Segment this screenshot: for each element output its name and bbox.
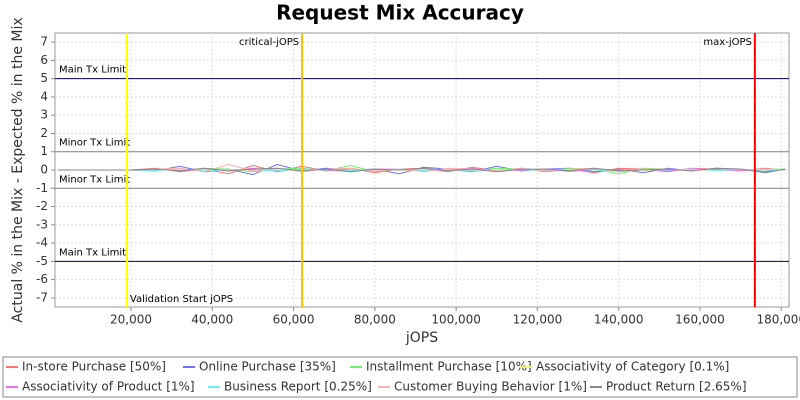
legend [2,356,798,398]
y-tick-label: 3 [40,108,48,122]
y-tick-label: -3 [36,217,48,231]
series-line [57,168,786,172]
legend-label: Customer Buying Behavior [1%] [394,380,587,394]
y-tick-label: 1 [40,144,48,158]
limit-label: Main Tx Limit [59,247,126,258]
limit-label: Minor Tx Limit [59,174,130,185]
y-tick-label: 4 [40,89,48,103]
series-line [57,163,786,176]
marker-label: critical-jOPS [239,37,299,48]
y-axis-title: Actual % in the Mix - Expected % in the … [10,17,26,322]
y-tick-label: 6 [40,53,48,67]
x-tick-label: 60,000 [273,313,315,327]
x-tick-label: 100,000 [431,313,481,327]
y-tick-label: 2 [40,126,48,140]
y-tick-label: -1 [36,181,48,195]
y-tick-label: 5 [40,71,48,85]
x-tick-label: 20,000 [110,313,152,327]
marker-label: Validation Start jOPS [130,294,233,305]
legend-label: Installment Purchase [10%] [366,360,532,374]
x-tick-label: 160,000 [675,313,725,327]
marker-label: max-jOPS [703,37,751,48]
x-axis-title: jOPS [405,330,438,346]
y-tick-label: 0 [40,163,48,177]
y-tick-label: 7 [40,35,48,49]
y-tick-label: -7 [36,290,48,304]
x-tick-label: 120,000 [513,313,563,327]
legend-label: Associativity of Product [1%] [22,380,195,394]
series-line [57,167,786,174]
x-tick-label: 140,000 [594,313,644,327]
y-tick-label: -5 [36,254,48,268]
y-tick-label: -6 [36,272,48,286]
legend-label: Associativity of Category [0.1%] [536,360,729,374]
y-tick-label: -2 [36,199,48,213]
limit-label: Main Tx Limit [59,65,126,76]
x-tick-label: 180,000 [756,313,800,327]
x-tick-label: 40,000 [191,313,233,327]
legend-label: Product Return [2.65%] [606,380,747,394]
x-tick-label: 80,000 [354,313,396,327]
legend-label: In-store Purchase [50%] [22,360,166,374]
legend-label: Online Purchase [35%] [199,360,336,374]
y-tick-label: -4 [36,236,48,250]
limit-label: Minor Tx Limit [59,138,130,149]
legend-label: Business Report [0.25%] [224,380,372,394]
chart-title: Request Mix Accuracy [276,1,524,25]
